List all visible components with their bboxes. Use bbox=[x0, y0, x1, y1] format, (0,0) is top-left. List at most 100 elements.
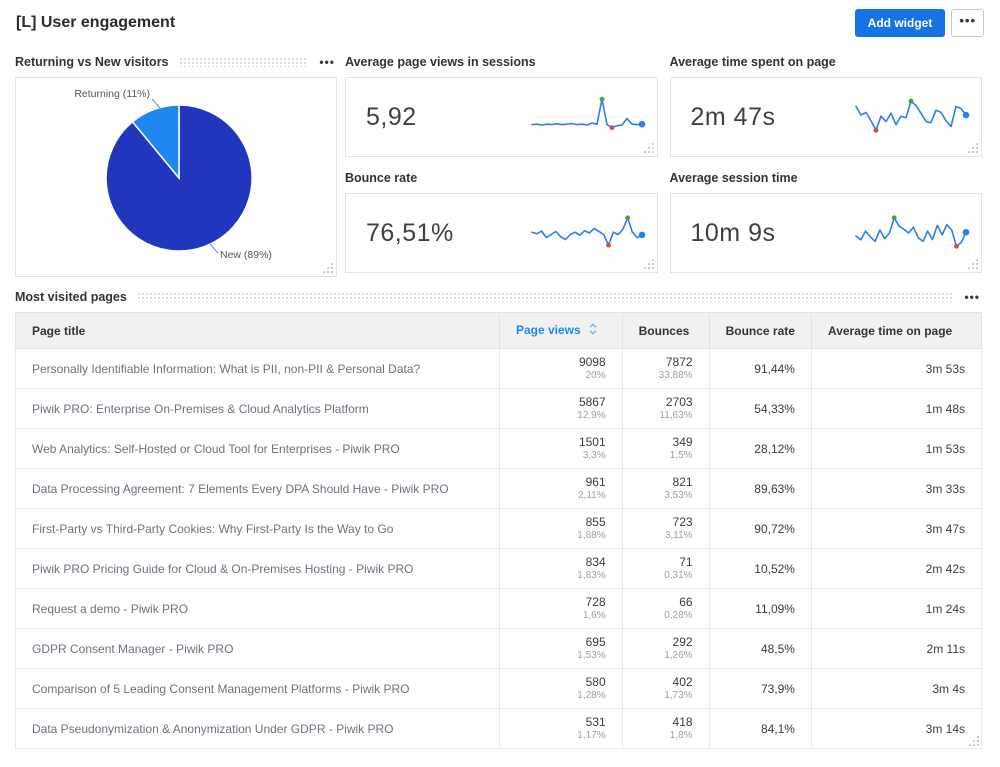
page-views-cell: 961 2,11% bbox=[498, 468, 623, 509]
marker-max bbox=[599, 96, 604, 102]
ellipsis-icon: ••• bbox=[959, 13, 976, 28]
bounces-cell: 723 3,11% bbox=[621, 508, 710, 549]
avg-time-cell: 2m 11s bbox=[810, 628, 983, 669]
sparkline-chart bbox=[855, 215, 970, 249]
page-title-cell: Piwik PRO: Enterprise On-Premises & Clou… bbox=[15, 388, 500, 429]
dashboard-menu-button[interactable]: ••• bbox=[951, 9, 984, 37]
widget-avg-page-views: Average page views in sessions 5,92 bbox=[345, 45, 658, 161]
marker-max bbox=[908, 98, 914, 104]
widget-menu-button[interactable]: ••• bbox=[962, 291, 982, 303]
widget-title: Returning vs New visitors bbox=[15, 55, 169, 69]
avg-time-cell: 1m 24s bbox=[810, 588, 983, 629]
table-row: Data Processing Agreement: 7 Elements Ev… bbox=[15, 468, 983, 509]
kpi-card: 10m 9s bbox=[669, 193, 982, 273]
bounces-cell: 7872 33,88% bbox=[621, 348, 710, 389]
table-body: Personally Identifiable Information: Wha… bbox=[15, 348, 983, 749]
top-bar-actions: Add widget ••• bbox=[854, 9, 984, 37]
widget-title: Average page views in sessions bbox=[345, 55, 536, 69]
avg-time-cell: 3m 4s bbox=[810, 668, 983, 709]
avg-time-cell: 3m 14s bbox=[810, 708, 983, 749]
widget-avg-session-time: Average session time 10m 9s bbox=[669, 161, 982, 277]
page-title-cell: Comparison of 5 Leading Consent Manageme… bbox=[15, 668, 500, 709]
avg-time-cell: 3m 47s bbox=[810, 508, 983, 549]
table-row: Piwik PRO: Enterprise On-Premises & Clou… bbox=[15, 388, 983, 429]
pie-slice-returning[interactable] bbox=[131, 104, 180, 181]
bounces-cell: 71 0,31% bbox=[621, 548, 710, 589]
page-views-cell: 855 1,88% bbox=[498, 508, 623, 549]
kpi-card: 5,92 bbox=[345, 77, 658, 157]
bounce-rate-cell: 54,33% bbox=[708, 388, 812, 429]
resize-handle[interactable] bbox=[967, 142, 978, 153]
marker-max bbox=[891, 215, 897, 221]
bounce-rate-cell: 28,12% bbox=[708, 428, 812, 469]
widget-bounce-rate: Bounce rate 76,51% bbox=[345, 161, 658, 277]
bounces-cell: 821 3,53% bbox=[621, 468, 710, 509]
column-header-page-views[interactable]: Page views bbox=[498, 312, 623, 349]
table-row: First-Party vs Third-Party Cookies: Why … bbox=[15, 508, 983, 549]
bounces-cell: 418 1,8% bbox=[621, 708, 710, 749]
column-header-bounce-rate[interactable]: Bounce rate bbox=[708, 312, 812, 349]
marker-min bbox=[609, 125, 614, 131]
sort-icon bbox=[589, 323, 597, 338]
table-header-row: Page title Page views Bounces Bounce rat… bbox=[15, 312, 983, 349]
table-row: GDPR Consent Manager - Piwik PRO 695 1,53%… bbox=[15, 628, 983, 669]
page-title-cell: Personally Identifiable Information: Wha… bbox=[15, 348, 500, 389]
avg-time-cell: 1m 48s bbox=[810, 388, 983, 429]
page-title-cell: Piwik PRO Pricing Guide for Cloud & On-P… bbox=[15, 548, 500, 589]
bounce-rate-cell: 11,09% bbox=[708, 588, 812, 629]
add-widget-button[interactable]: Add widget bbox=[854, 9, 946, 37]
widget-menu-button[interactable]: ••• bbox=[317, 55, 337, 69]
pie-label-new: New (89%) bbox=[220, 249, 272, 261]
page-views-cell: 531 1,17% bbox=[498, 708, 623, 749]
page-title-cell: First-Party vs Third-Party Cookies: Why … bbox=[15, 508, 500, 549]
widget-title: Most visited pages bbox=[15, 290, 127, 304]
sparkline-chart bbox=[530, 215, 645, 248]
kpi-card: 2m 47s bbox=[669, 77, 982, 157]
resize-handle[interactable] bbox=[322, 262, 333, 273]
bounces-cell: 402 1,73% bbox=[621, 668, 710, 709]
resize-handle[interactable] bbox=[642, 258, 654, 269]
marker-min bbox=[605, 242, 611, 248]
resize-handle[interactable] bbox=[968, 735, 979, 746]
marker-last bbox=[638, 231, 645, 239]
page-views-cell: 834 1,83% bbox=[498, 548, 623, 589]
avg-time-cell: 1m 53s bbox=[810, 428, 983, 469]
bounces-cell: 2703 11,63% bbox=[621, 388, 710, 429]
drag-handle[interactable] bbox=[178, 57, 308, 67]
resize-handle[interactable] bbox=[967, 258, 978, 269]
bounces-cell: 66 0,28% bbox=[621, 588, 710, 629]
table-row: Personally Identifiable Information: Wha… bbox=[15, 348, 983, 389]
resize-handle[interactable] bbox=[642, 142, 654, 153]
page-views-cell: 1501 3,3% bbox=[498, 428, 623, 469]
table-row: Request a demo - Piwik PRO 728 1,6% 66 0,28%… bbox=[15, 588, 983, 629]
bounce-rate-cell: 48,5% bbox=[708, 628, 812, 669]
marker-max bbox=[624, 215, 630, 221]
kpi-value: 2m 47s bbox=[690, 102, 776, 131]
dashboard: Returning vs New visitors ••• Returning … bbox=[0, 39, 1000, 749]
column-header-bounces[interactable]: Bounces bbox=[621, 312, 710, 349]
kpi-value: 76,51% bbox=[366, 218, 454, 247]
bounce-rate-cell: 91,44% bbox=[708, 348, 812, 389]
kpi-card: 76,51% bbox=[345, 193, 658, 273]
column-header-page-title[interactable]: Page title bbox=[15, 312, 500, 349]
ellipsis-icon: ••• bbox=[319, 55, 335, 69]
most-visited-pages-table: Page title Page views Bounces Bounce rat… bbox=[15, 312, 983, 749]
bounce-rate-cell: 10,52% bbox=[708, 548, 812, 589]
marker-last bbox=[638, 120, 645, 128]
bounce-rate-cell: 89,63% bbox=[708, 468, 812, 509]
drag-handle[interactable] bbox=[136, 292, 953, 302]
avg-time-cell: 3m 53s bbox=[810, 348, 983, 389]
marker-last bbox=[962, 111, 970, 119]
bounces-cell: 349 1,5% bbox=[621, 428, 710, 469]
sparkline-chart bbox=[855, 98, 970, 133]
page-title-cell: Data Pseudonymization & Anonymization Un… bbox=[15, 708, 500, 749]
widget-most-visited-pages: Most visited pages ••• Page title Page v… bbox=[15, 287, 983, 749]
table-row: Comparison of 5 Leading Consent Manageme… bbox=[15, 668, 983, 709]
table-row: Web Analytics: Self-Hosted or Cloud Tool… bbox=[15, 428, 983, 469]
page-title-cell: Data Processing Agreement: 7 Elements Ev… bbox=[15, 468, 500, 509]
column-header-avg-time[interactable]: Average time on page bbox=[810, 312, 983, 349]
page-title: [L] User engagement bbox=[16, 14, 176, 31]
sparkline-chart bbox=[530, 96, 645, 131]
pie-chart[interactable]: Returning (11%) New (89%) bbox=[16, 78, 336, 276]
widget-title: Bounce rate bbox=[345, 171, 418, 185]
